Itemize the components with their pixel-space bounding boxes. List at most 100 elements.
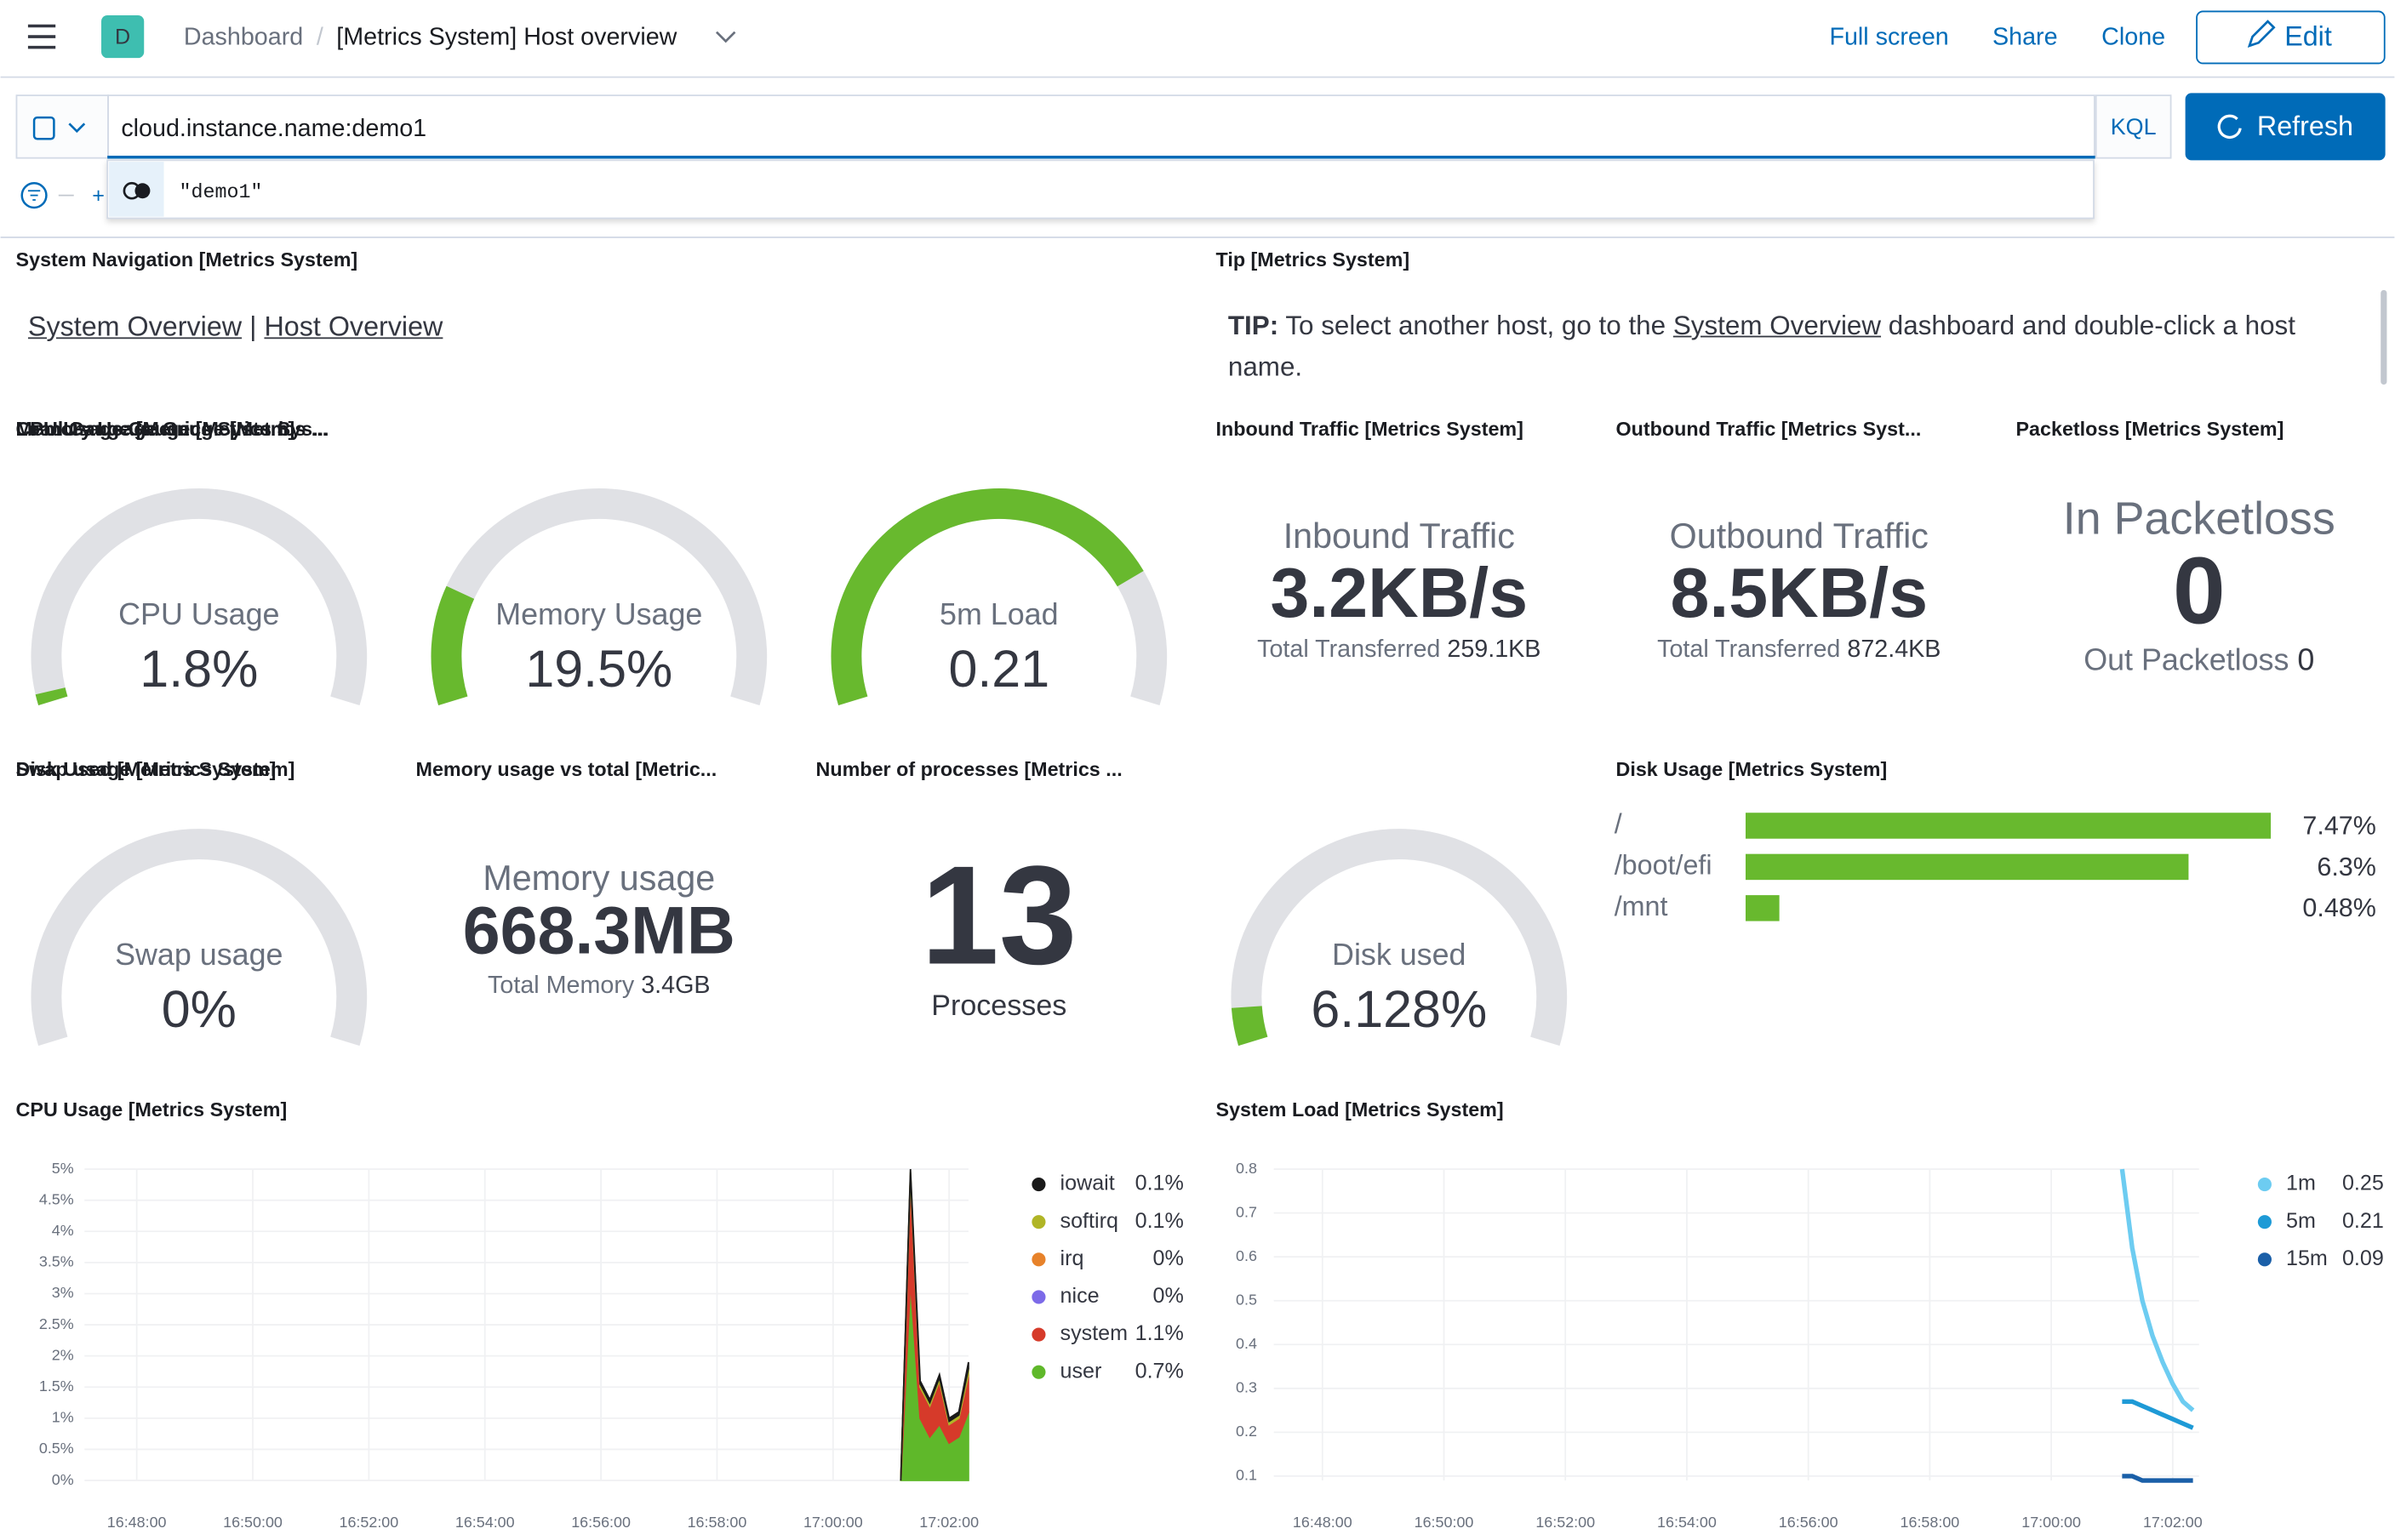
gauge-track: [1231, 829, 1568, 1047]
legend-value: 1.1%: [1135, 1321, 1184, 1345]
legend-label[interactable]: 5m: [2286, 1209, 2316, 1233]
saved-query-button[interactable]: [15, 94, 109, 159]
gauge-value: 1.8%: [140, 640, 258, 698]
metric-label: Outbound Traffic: [1670, 516, 1929, 556]
gauge-value: 6.128%: [1311, 980, 1487, 1038]
x-tick-label: 17:00:00: [803, 1514, 863, 1531]
legend-swatch: [1032, 1290, 1046, 1304]
y-tick-label: 5%: [52, 1160, 74, 1177]
share-link[interactable]: Share: [1992, 23, 2058, 50]
y-tick-label: 0.7: [1236, 1203, 1257, 1220]
legend-value: 0.1%: [1135, 1209, 1184, 1233]
y-tick-label: 1.5%: [39, 1377, 74, 1395]
y-tick-label: 3.5%: [39, 1253, 74, 1270]
y-tick-label: 0%: [52, 1471, 74, 1488]
panel-title: CPU Usage [Metrics System]: [16, 1098, 288, 1121]
panel-title: Number of processes [Metrics ...: [816, 758, 1123, 780]
panel-title: Outbound Traffic [Metrics Syst...: [1616, 418, 1922, 440]
tip-label: TIP:: [1227, 310, 1279, 341]
suggestion-dropdown: [106, 159, 2095, 220]
panel-title: Inbound Traffic [Metrics System]: [1216, 418, 1523, 440]
tip-text: To select another host, go to the: [1278, 310, 1673, 341]
legend-label[interactable]: 15m: [2286, 1246, 2328, 1270]
x-tick-label: 16:58:00: [1901, 1514, 1960, 1531]
language-label: KQL: [2111, 114, 2157, 140]
metric-sub-label: Processes: [931, 990, 1066, 1022]
line: [2122, 1474, 2193, 1483]
metric-sub-label: Out Packetloss: [2083, 643, 2289, 677]
legend-value: 0.09: [2342, 1246, 2384, 1270]
line: [2122, 1399, 2194, 1430]
panel-title: Load Gauge [Metrics System]: [16, 418, 295, 440]
y-tick-label: 0.5%: [39, 1440, 74, 1457]
line: [2119, 1168, 2195, 1412]
legend-swatch: [2257, 1177, 2272, 1192]
filter-icon[interactable]: [20, 182, 48, 209]
full-screen-link[interactable]: Full screen: [1829, 23, 1948, 50]
language-switcher[interactable]: [2095, 94, 2172, 159]
metric-sub: Total Transferred 259.1KB: [1257, 636, 1540, 663]
x-tick-label: 17:02:00: [919, 1514, 979, 1531]
gauge-fill: [35, 687, 68, 706]
refresh-button[interactable]: [2185, 93, 2386, 161]
edit-button[interactable]: [2196, 10, 2386, 65]
legend-value: 0.21: [2342, 1209, 2384, 1233]
panel-title: Memory Usage Gauge [Metrics ...: [16, 418, 329, 440]
y-tick-label: 0.6: [1236, 1247, 1257, 1264]
gauge-value: 19.5%: [525, 640, 672, 698]
bar-label: /: [1615, 808, 1622, 839]
gauge-value: 0%: [162, 980, 237, 1038]
refresh-label: Refresh: [2257, 111, 2353, 141]
legend-swatch: [2257, 1215, 2272, 1229]
suggestion-text[interactable]: "demo1": [179, 182, 262, 204]
legend-label[interactable]: system: [1060, 1321, 1129, 1345]
x-tick-label: 16:50:00: [1415, 1514, 1474, 1531]
metric-label: Memory usage: [483, 858, 715, 898]
metric-sub-label: Total Memory: [488, 971, 635, 998]
filter-row: +: [20, 182, 105, 209]
title-chevron[interactable]: [715, 31, 736, 43]
x-tick-label: 16:50:00: [223, 1514, 283, 1531]
menu-button[interactable]: [27, 24, 56, 49]
nav-link[interactable]: Host Overview: [264, 311, 443, 342]
breadcrumb[interactable]: Dashboard: [184, 23, 303, 50]
metric-sub: Out Packetloss 0: [2083, 643, 2314, 677]
legend-label[interactable]: iowait: [1060, 1172, 1115, 1195]
metric-sub: Total Memory 3.4GB: [488, 971, 710, 998]
value-icon-fill: [134, 183, 151, 199]
legend-label[interactable]: nice: [1060, 1284, 1100, 1308]
x-tick-label: 16:54:00: [1657, 1514, 1717, 1531]
area: [900, 1169, 969, 1481]
tip-text: dashboard and double-click a host name.: [1227, 310, 2295, 382]
metric-value: 668.3MB: [463, 893, 735, 967]
metric-sub: Total Transferred 872.4KB: [1657, 636, 1941, 663]
legend-label[interactable]: 1m: [2286, 1172, 2316, 1195]
tip-link[interactable]: System Overview: [1672, 310, 1882, 341]
legend-label[interactable]: softirq: [1060, 1209, 1118, 1233]
metric-sub-value: 3.4GB: [641, 971, 710, 998]
legend-label[interactable]: irq: [1060, 1246, 1084, 1270]
y-tick-label: 4%: [52, 1222, 74, 1239]
metric-value: 3.2KB/s: [1270, 554, 1528, 632]
gauge-label: Memory Usage: [495, 597, 702, 631]
bar: [1745, 813, 2272, 839]
nav-link[interactable]: System Overview: [27, 311, 243, 342]
tip-text: TIP: To select another host, go to the S…: [1227, 310, 2295, 382]
panel-title: System Load [Metrics System]: [1216, 1098, 1504, 1121]
breadcrumb-separator: /: [317, 23, 323, 50]
x-tick-label: 16:58:00: [688, 1514, 747, 1531]
legend-swatch: [1032, 1215, 1046, 1229]
metric-label: In Packetloss: [2063, 493, 2335, 545]
add-filter[interactable]: +: [92, 184, 105, 208]
legend-value: 0%: [1153, 1246, 1184, 1270]
bar-value-label: 0.48%: [2302, 893, 2375, 922]
gauge-track: [31, 488, 368, 706]
gauge-fill: [1231, 1005, 1268, 1047]
space-avatar[interactable]: [101, 14, 145, 59]
clone-link[interactable]: Clone: [2101, 23, 2165, 50]
legend-label[interactable]: user: [1060, 1359, 1102, 1383]
gauge-value: 0.21: [948, 640, 1049, 698]
legend-value: 0.7%: [1135, 1359, 1184, 1383]
